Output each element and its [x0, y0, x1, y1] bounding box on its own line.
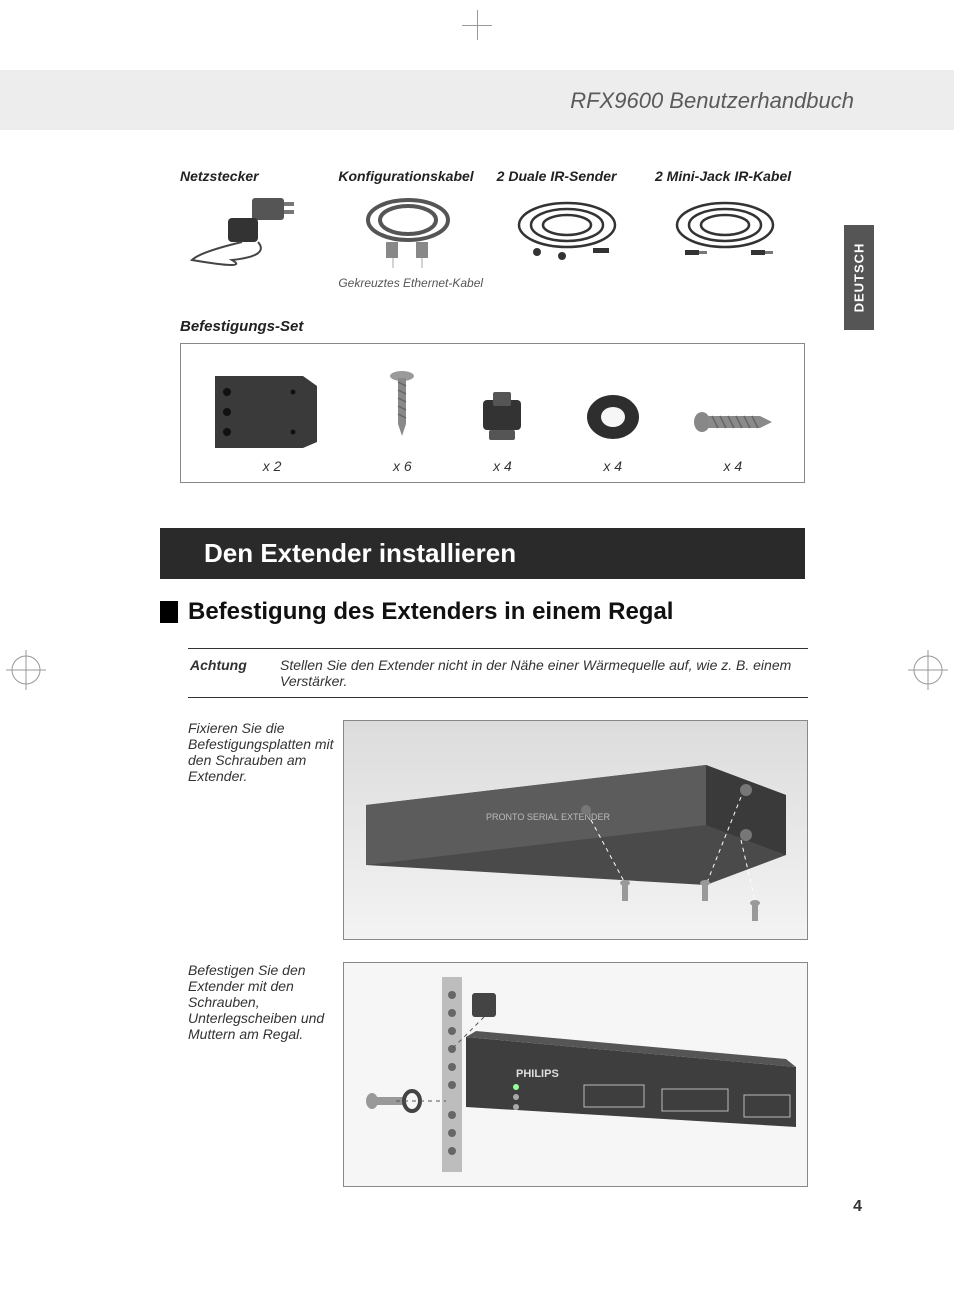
language-tab: DEUTSCH: [844, 225, 874, 330]
accessories-section: Netzstecker Konfigurationskabel: [180, 168, 805, 483]
crop-mark-right: [908, 650, 948, 690]
accessory-sublabel: Gekreuztes Ethernet-Kabel: [338, 276, 488, 290]
fix-qty: x 4: [724, 458, 743, 474]
crop-mark-top: [462, 10, 492, 40]
step-1-image: PRONTO SERIAL EXTENDER: [343, 720, 808, 940]
step-1-text: Fixieren Sie die Befestigungsplatten mit…: [188, 720, 343, 940]
fix-qty: x 4: [493, 458, 512, 474]
doc-title: RFX9600 Benutzerhandbuch: [570, 88, 854, 114]
svg-text:PHILIPS: PHILIPS: [516, 1068, 559, 1080]
page-number: 4: [853, 1198, 862, 1216]
fix-item-screw2: x 4: [688, 392, 778, 474]
accessory-minijack: 2 Mini-Jack IR-Kabel: [655, 168, 805, 290]
accessory-label: 2 Mini-Jack IR-Kabel: [655, 168, 805, 184]
ethernet-cable-icon: [338, 190, 478, 272]
fix-set-box: x 2 x 6 x 4 x: [180, 343, 805, 483]
section-heading-bar: Den Extender installieren: [160, 528, 805, 579]
subsection-row: Befestigung des Extenders in einem Regal: [160, 598, 805, 626]
section-heading: Den Extender installieren: [204, 538, 516, 569]
accessory-label: Konfigurationskabel: [338, 168, 488, 184]
step-2-text: Befestigen Sie den Extender mit den Schr…: [188, 962, 343, 1187]
step-2-image: PHILIPS: [343, 962, 808, 1187]
power-plug-icon: [180, 190, 320, 272]
accessory-label: Netzstecker: [180, 168, 330, 184]
heading-marker-icon: [178, 543, 192, 565]
fix-item-bracket: x 2: [207, 362, 337, 474]
crop-mark-left: [6, 650, 46, 690]
caution-text: Stellen Sie den Extender nicht in der Nä…: [280, 657, 806, 689]
fix-item-screw: x 6: [377, 362, 427, 474]
minijack-cable-icon: [655, 190, 795, 272]
accessory-konfigkabel: Konfigurationskabel Gekreuztes Ethernet-…: [338, 168, 488, 290]
subsection-heading: Befestigung des Extenders in einem Regal: [188, 598, 673, 626]
step-2: Befestigen Sie den Extender mit den Schr…: [188, 962, 808, 1187]
fix-qty: x 6: [393, 458, 412, 474]
accessory-ir-sender: 2 Duale IR-Sender: [497, 168, 647, 290]
caution-box: Achtung Stellen Sie den Extender nicht i…: [188, 648, 808, 698]
svg-text:PRONTO SERIAL EXTENDER: PRONTO SERIAL EXTENDER: [486, 812, 611, 822]
fix-item-clipnut: x 4: [467, 382, 537, 474]
subheading-marker-icon: [160, 601, 178, 623]
caution-label: Achtung: [190, 657, 280, 689]
fix-set-label: Befestigungs-Set: [180, 318, 805, 335]
fix-qty: x 4: [603, 458, 622, 474]
step-1: Fixieren Sie die Befestigungsplatten mit…: [188, 720, 808, 940]
accessory-label: 2 Duale IR-Sender: [497, 168, 647, 184]
fix-item-washer: x 4: [578, 382, 648, 474]
fix-qty: x 2: [263, 458, 282, 474]
language-tab-label: DEUTSCH: [852, 243, 867, 313]
accessory-netzstecker: Netzstecker: [180, 168, 330, 290]
ir-sender-cable-icon: [497, 190, 637, 272]
